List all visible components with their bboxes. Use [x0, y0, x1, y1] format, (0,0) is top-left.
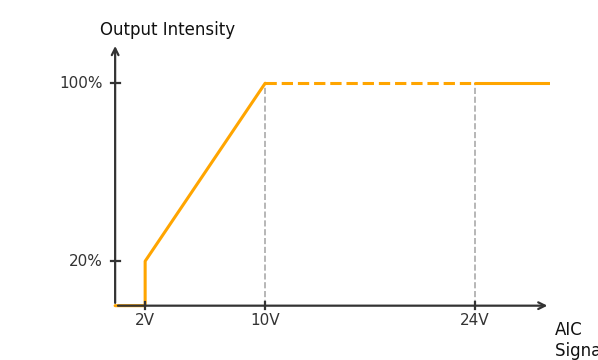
Text: 10V: 10V: [251, 314, 280, 328]
Text: 2V: 2V: [135, 314, 155, 328]
Text: 20%: 20%: [69, 254, 103, 269]
Text: 24V: 24V: [460, 314, 490, 328]
Text: AIC
Signal IN: AIC Signal IN: [555, 321, 598, 360]
Text: Output Intensity: Output Intensity: [100, 21, 235, 39]
Text: 100%: 100%: [60, 76, 103, 91]
